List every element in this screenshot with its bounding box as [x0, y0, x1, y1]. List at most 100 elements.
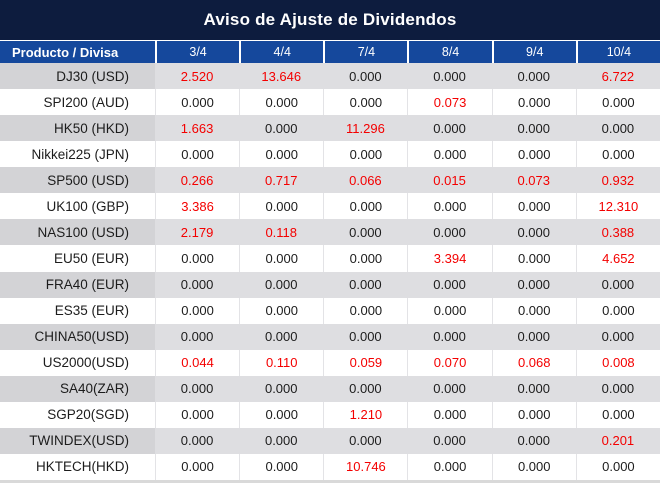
dividend-value-cell: 0.000	[491, 271, 576, 298]
table-row: US2000(USD) 0.044 0.110 0.059 0.070 0.068 0.0…	[0, 349, 660, 376]
dividend-value-cell: 0.000	[239, 89, 324, 116]
dividend-value-cell: 0.000	[575, 271, 660, 298]
product-cell: Nikkei225 (JPN)	[0, 141, 155, 168]
dividend-value-cell: 0.008	[575, 349, 660, 376]
dividend-value-cell: 0.000	[239, 271, 324, 298]
dividend-value-cell: 6.722	[575, 63, 660, 90]
dividend-value-cell: 0.000	[323, 193, 408, 220]
dividend-value-cell: 0.073	[407, 89, 492, 116]
dividend-value-cell: 0.932	[575, 167, 660, 194]
dividend-value-cell: 0.015	[407, 167, 492, 194]
dividend-value-cell: 10.746	[323, 453, 408, 480]
dividend-value-cell: 0.388	[575, 219, 660, 246]
dividend-value-cell: 0.000	[155, 375, 240, 402]
product-cell: SP500 (USD)	[0, 167, 155, 194]
table-row: DJ30 (USD) 2.520 13.646 0.000 0.000 0.000 6.7…	[0, 63, 660, 90]
dividend-value-cell: 0.000	[323, 89, 408, 116]
dividend-value-cell: 0.000	[491, 401, 576, 428]
dividend-value-cell: 0.000	[575, 297, 660, 324]
table-row: UK100 (GBP) 3.386 0.000 0.000 0.000 0.000 12.…	[0, 193, 660, 220]
dividend-value-cell: 0.266	[155, 167, 240, 194]
dividend-value-cell: 0.073	[491, 167, 576, 194]
dividend-value-cell: 0.068	[491, 349, 576, 376]
product-cell: SGP20(SGD)	[0, 401, 155, 428]
dividend-value-cell: 0.000	[323, 375, 408, 402]
dividend-value-cell: 13.646	[239, 63, 324, 90]
dividend-value-cell: 0.000	[323, 219, 408, 246]
column-header-product: Producto / Divisa	[12, 44, 119, 60]
dividend-value-cell: 0.000	[155, 271, 240, 298]
dividend-value-cell: 0.000	[491, 323, 576, 350]
dividend-value-cell: 11.296	[323, 115, 408, 142]
dividend-value-cell: 0.000	[491, 219, 576, 246]
dividend-value-cell: 1.663	[155, 115, 240, 142]
dividend-value-cell: 0.000	[575, 453, 660, 480]
dividend-value-cell: 1.210	[323, 401, 408, 428]
dividend-value-cell: 0.000	[575, 89, 660, 116]
dividend-value-cell: 0.000	[407, 63, 492, 90]
dividend-value-cell: 0.070	[407, 349, 492, 376]
dividend-value-cell: 0.000	[239, 193, 324, 220]
dividend-value-cell: 0.000	[239, 401, 324, 428]
dividend-value-cell: 0.000	[491, 193, 576, 220]
dividend-value-cell: 0.000	[407, 115, 492, 142]
dividend-value-cell: 3.394	[407, 245, 492, 272]
dividend-value-cell: 0.000	[407, 193, 492, 220]
dividend-value-cell: 0.000	[491, 245, 576, 272]
dividend-value-cell: 0.000	[155, 245, 240, 272]
dividend-value-cell: 0.000	[239, 245, 324, 272]
dividend-value-cell: 0.000	[407, 453, 492, 480]
table-row: SGP20(SGD) 0.000 0.000 1.210 0.000 0.000 0.00…	[0, 401, 660, 428]
dividend-value-cell: 0.066	[323, 167, 408, 194]
table-row: ES35 (EUR) 0.000 0.000 0.000 0.000 0.000 0.00…	[0, 297, 660, 324]
table-row: EU50 (EUR) 0.000 0.000 0.000 3.394 0.000 4.65…	[0, 245, 660, 272]
dividend-value-cell: 0.000	[407, 271, 492, 298]
table-row: SA40(ZAR) 0.000 0.000 0.000 0.000 0.000 0.000	[0, 375, 660, 402]
dividend-value-cell: 0.000	[323, 63, 408, 90]
dividend-value-cell: 0.000	[239, 115, 324, 142]
dividend-value-cell: 0.717	[239, 167, 324, 194]
column-header-date-2: 4/4	[239, 41, 323, 63]
dividend-value-cell: 0.000	[575, 375, 660, 402]
dividend-value-cell: 0.000	[407, 297, 492, 324]
product-cell: SA40(ZAR)	[0, 375, 155, 402]
dividend-value-cell: 0.000	[239, 297, 324, 324]
dividend-value-cell: 0.000	[239, 453, 324, 480]
dividend-value-cell: 0.000	[407, 401, 492, 428]
dividend-value-cell: 4.652	[575, 245, 660, 272]
dividend-value-cell: 3.386	[155, 193, 240, 220]
dividend-value-cell: 12.310	[575, 193, 660, 220]
dividend-value-cell: 0.000	[491, 115, 576, 142]
product-cell: HK50 (HKD)	[0, 115, 155, 142]
dividend-value-cell: 0.201	[575, 427, 660, 454]
table-header-row: Producto / Divisa 3/4 4/4 7/4 8/4 9/4 10…	[0, 41, 660, 63]
dividend-value-cell: 0.000	[323, 245, 408, 272]
dividend-value-cell: 0.000	[239, 141, 324, 168]
product-cell: UK100 (GBP)	[0, 193, 155, 220]
dividend-value-cell: 0.000	[491, 375, 576, 402]
dividend-value-cell: 0.059	[323, 349, 408, 376]
product-cell: DJ30 (USD)	[0, 63, 155, 90]
product-cell: SPI200 (AUD)	[0, 89, 155, 116]
dividend-value-cell: 0.000	[491, 427, 576, 454]
product-cell: US2000(USD)	[0, 349, 155, 376]
dividend-value-cell: 0.000	[155, 453, 240, 480]
dividend-value-cell: 0.000	[323, 323, 408, 350]
table-row: SP500 (USD) 0.266 0.717 0.066 0.015 0.073 0.9…	[0, 167, 660, 194]
table-row: SPI200 (AUD) 0.000 0.000 0.000 0.073 0.000 0.…	[0, 89, 660, 116]
column-header-date-1: 3/4	[155, 41, 239, 63]
table-row: HKTECH(HKD) 0.000 0.000 10.746 0.000 0.000 0.…	[0, 453, 660, 480]
product-cell: FRA40 (EUR)	[0, 271, 155, 298]
dividend-value-cell: 0.000	[407, 375, 492, 402]
dividend-value-cell: 0.000	[491, 297, 576, 324]
dividend-value-cell: 0.044	[155, 349, 240, 376]
product-cell: NAS100 (USD)	[0, 219, 155, 246]
dividend-value-cell: 0.118	[239, 219, 324, 246]
dividend-value-cell: 0.000	[491, 141, 576, 168]
dividend-value-cell: 0.000	[575, 141, 660, 168]
dividend-value-cell: 2.520	[155, 63, 240, 90]
column-header-date-3: 7/4	[323, 41, 407, 63]
dividend-value-cell: 0.000	[155, 427, 240, 454]
dividend-value-cell: 0.000	[239, 323, 324, 350]
